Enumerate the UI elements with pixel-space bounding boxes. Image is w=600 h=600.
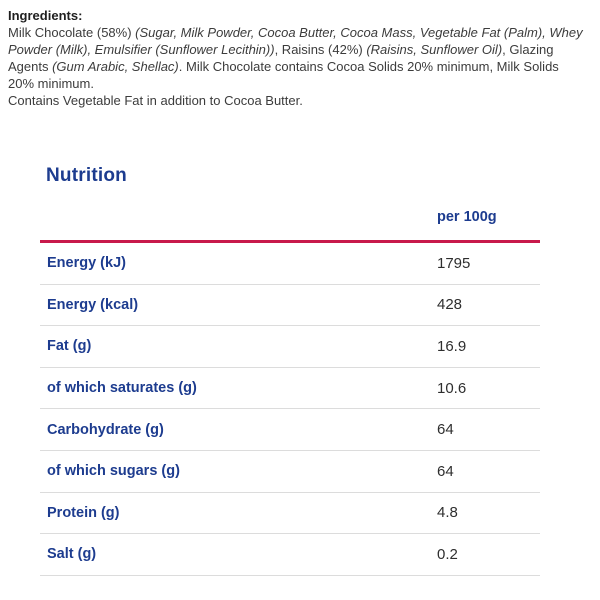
row-label: Carbohydrate (g) <box>47 421 164 438</box>
row-value: 64 <box>437 421 454 439</box>
table-row: Energy (kcal) 428 <box>40 285 540 327</box>
row-label: Fat (g) <box>47 338 92 355</box>
table-row: of which saturates (g) 10.6 <box>40 368 540 410</box>
row-value: 428 <box>437 296 463 314</box>
row-label: of which sugars (g) <box>47 463 180 480</box>
row-label: Salt (g) <box>47 546 97 563</box>
ingredient-segment: . Milk Chocolate contains Cocoa Solids 2… <box>8 59 559 91</box>
ingredient-segment: (Raisins, Sunflower Oil) <box>366 42 503 57</box>
ingredients-text: Milk Chocolate (58%) (Sugar, Milk Powder… <box>8 24 586 92</box>
row-label: Protein (g) <box>47 504 120 521</box>
table-row: Carbohydrate (g) 64 <box>40 409 540 451</box>
ingredient-segment: , Glazing Agents <box>8 42 554 74</box>
ingredient-segment: Milk Chocolate (58%) <box>8 25 136 40</box>
row-value: 1795 <box>437 254 471 272</box>
row-label: Energy (kcal) <box>47 296 139 313</box>
row-label: of which saturates (g) <box>47 380 197 397</box>
table-row: Fat (g) 16.9 <box>40 326 540 368</box>
ingredient-segment: (Gum Arabic, Shellac) <box>52 59 179 74</box>
ingredients-section: Ingredients: Milk Chocolate (58%) (Sugar… <box>8 7 586 109</box>
ingredients-heading: Ingredients: <box>8 8 83 23</box>
row-label: Energy (kJ) <box>47 255 126 272</box>
table-row: of which sugars (g) 64 <box>40 451 540 493</box>
table-header-row: per 100g <box>40 206 540 243</box>
row-value: 64 <box>437 462 454 480</box>
row-value: 0.2 <box>437 545 458 563</box>
allergen-advice-note: Contains Vegetable Fat in addition to Co… <box>8 93 303 108</box>
column-header-per-100g: per 100g <box>437 209 497 225</box>
table-row: Energy (kJ) 1795 <box>40 243 540 285</box>
nutrition-table: per 100g Energy (kJ) 1795 Energy (kcal) … <box>40 206 540 576</box>
row-value: 10.6 <box>437 379 467 397</box>
nutrition-heading: Nutrition <box>46 165 127 186</box>
table-row: Salt (g) 0.2 <box>40 534 540 576</box>
ingredient-segment: , Raisins (42%) <box>274 42 367 57</box>
row-value: 16.9 <box>437 337 467 355</box>
ingredient-segment: (Sugar, Milk Powder, Cocoa Butter, Cocoa… <box>8 25 583 57</box>
table-row: Protein (g) 4.8 <box>40 493 540 535</box>
row-value: 4.8 <box>437 504 458 522</box>
